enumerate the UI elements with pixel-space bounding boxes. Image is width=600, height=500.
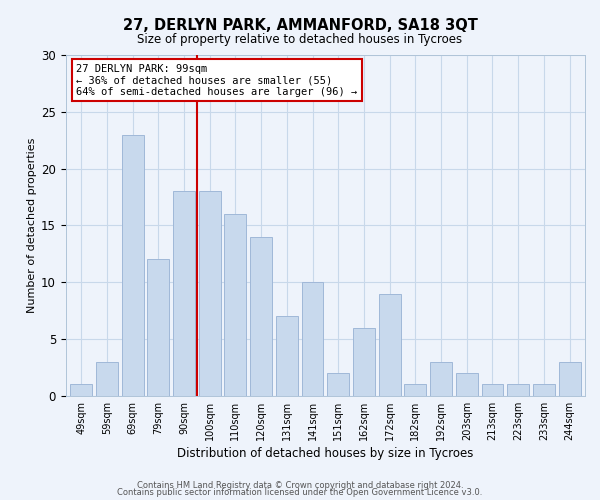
Bar <box>533 384 555 396</box>
Text: Size of property relative to detached houses in Tycroes: Size of property relative to detached ho… <box>137 32 463 46</box>
Bar <box>507 384 529 396</box>
Text: 27 DERLYN PARK: 99sqm
← 36% of detached houses are smaller (55)
64% of semi-deta: 27 DERLYN PARK: 99sqm ← 36% of detached … <box>76 64 358 96</box>
X-axis label: Distribution of detached houses by size in Tycroes: Distribution of detached houses by size … <box>177 447 473 460</box>
Bar <box>148 260 169 396</box>
Bar <box>456 373 478 396</box>
Bar <box>199 192 221 396</box>
Bar <box>250 237 272 396</box>
Bar <box>482 384 503 396</box>
Y-axis label: Number of detached properties: Number of detached properties <box>27 138 37 313</box>
Bar <box>122 134 143 396</box>
Bar <box>379 294 401 396</box>
Bar <box>224 214 247 396</box>
Bar <box>353 328 375 396</box>
Bar <box>559 362 581 396</box>
Bar <box>302 282 323 396</box>
Bar <box>70 384 92 396</box>
Text: Contains HM Land Registry data © Crown copyright and database right 2024.: Contains HM Land Registry data © Crown c… <box>137 480 463 490</box>
Text: 27, DERLYN PARK, AMMANFORD, SA18 3QT: 27, DERLYN PARK, AMMANFORD, SA18 3QT <box>122 18 478 32</box>
Bar <box>173 192 195 396</box>
Text: Contains public sector information licensed under the Open Government Licence v3: Contains public sector information licen… <box>118 488 482 497</box>
Bar <box>404 384 426 396</box>
Bar <box>276 316 298 396</box>
Bar <box>96 362 118 396</box>
Bar <box>328 373 349 396</box>
Bar <box>430 362 452 396</box>
